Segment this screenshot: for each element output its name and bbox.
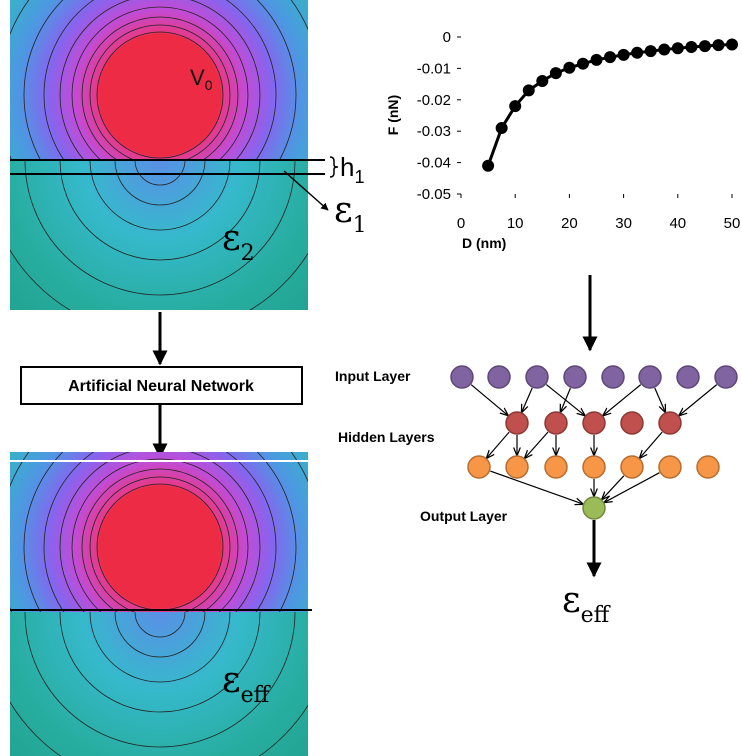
input-label: Input Layer [335,368,411,384]
node [506,412,528,434]
node [583,412,605,434]
x-tick-label: 10 [507,215,524,232]
node [659,456,681,478]
x-tick-label: 20 [561,215,578,232]
y-tick-label: -0.04 [417,155,451,172]
potential-map [0,0,335,335]
node [564,366,586,388]
hidden-label: Hidden Layers [338,429,435,445]
figure: V0 h1 ε1 ε2 Artificial Neural Network εe… [0,0,742,756]
point [618,49,630,61]
y-axis-label: F (nN) [385,95,401,135]
point [658,44,670,56]
output-eps: εeff [562,580,611,628]
y-tick-label: -0.05 [417,186,451,203]
layer-eps: ε1 [334,190,367,238]
node [677,366,699,388]
connection [487,432,509,458]
x-tick-label: 40 [669,215,686,232]
node [639,366,661,388]
point [536,75,548,87]
x-tick-label: 30 [615,215,632,232]
mask [10,460,308,462]
brace [330,157,338,177]
node [659,412,681,434]
y-tick-label: -0.01 [417,60,451,77]
potential-map [0,385,335,756]
x-tick-label: 0 [457,215,465,232]
node [583,456,605,478]
node [468,456,490,478]
connection [525,432,548,458]
model-label: Artificial Neural Network [68,378,254,395]
connection [655,388,665,412]
chart: 0 -0.01 -0.02 -0.03 -0.04 -0.05 0 10 20 30 40 50 [417,29,741,232]
connection [679,385,716,416]
y-tick-label: 0 [443,29,451,46]
output-label: Output Layer [420,508,508,524]
node [602,366,624,388]
point [550,67,562,79]
connection [522,388,532,412]
node [506,456,528,478]
node [715,366,737,388]
node [583,497,605,519]
node [545,412,567,434]
connection [602,476,624,499]
connection [640,432,662,458]
node [545,456,567,478]
point [496,122,508,134]
point [509,100,521,112]
point [577,58,589,70]
node [697,456,719,478]
point [563,62,575,74]
point [699,40,711,52]
layer-label: h1 [340,152,364,187]
point [591,54,603,66]
point [604,51,616,63]
x-axis-label: D (nm) [462,235,506,251]
node [621,412,643,434]
connection [603,385,640,416]
point [482,160,494,172]
connection [561,388,571,412]
point [726,39,738,51]
point [712,39,724,51]
point [672,42,684,54]
y-tick-label: -0.03 [417,123,451,140]
point [631,47,643,59]
connection [490,471,582,504]
y-tick-label: -0.02 [417,92,451,109]
point [645,45,657,57]
point [523,84,535,96]
node [526,366,548,388]
node [621,456,643,478]
node [451,366,473,388]
point [685,41,697,53]
network [451,366,737,519]
x-tick-label: 50 [724,215,741,232]
node [488,366,510,388]
connection [471,385,508,416]
